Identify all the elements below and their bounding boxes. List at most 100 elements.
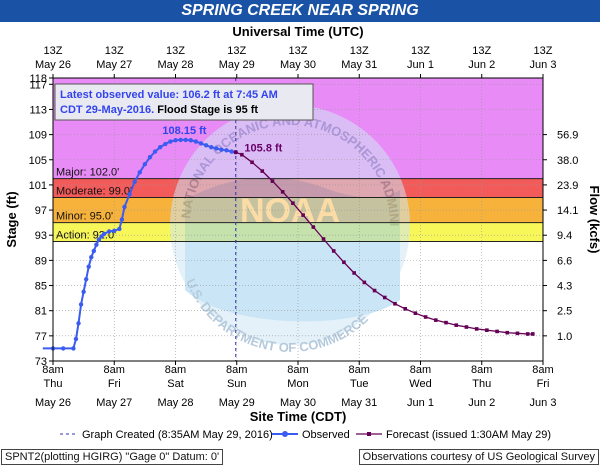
- top-tick-time: 13Z: [105, 45, 124, 57]
- observed-point: [198, 141, 204, 146]
- forecast-point: [530, 332, 535, 336]
- forecast-point: [495, 329, 499, 334]
- band-label-major: Major: 102.0': [56, 167, 119, 179]
- forecast-point: [321, 237, 326, 241]
- watermark-center-text: NOAA: [240, 192, 340, 230]
- observed-point: [122, 204, 127, 210]
- bottom-tick-date: May 30: [280, 397, 316, 409]
- bottom-tick-time: 8am: [287, 364, 308, 376]
- observed-point: [86, 264, 91, 269]
- latest-observed-line2: CDT 29-May-2016. Flood Stage is 95 ft: [60, 104, 258, 116]
- noaa-logo-wave: [185, 177, 400, 322]
- forecast-point: [372, 288, 377, 293]
- forecast-point: [393, 301, 397, 306]
- y-tick-label: 105: [29, 155, 47, 167]
- forecast-point: [270, 179, 275, 183]
- observed-point: [203, 143, 209, 148]
- bottom-tick-date: Jun 1: [407, 397, 434, 409]
- observed-point: [152, 149, 158, 154]
- top-tick-date: May 30: [280, 59, 316, 71]
- forecast-point: [240, 152, 244, 157]
- forecast-point: [413, 311, 418, 316]
- observed-point: [81, 289, 86, 295]
- top-tick-time: 13Z: [166, 45, 185, 57]
- bottom-tick-time: 8am: [104, 364, 125, 376]
- top-tick-date: May 28: [157, 59, 193, 71]
- latest-observed-date: CDT 29-May-2016.: [60, 104, 157, 116]
- observed-point: [178, 137, 183, 143]
- observed-point: [132, 179, 137, 184]
- bottom-tick-day: Mon: [287, 378, 308, 390]
- top-tick-date: May 26: [35, 59, 71, 71]
- observed-point: [142, 161, 148, 167]
- observed-point: [71, 346, 76, 351]
- forecast-point: [444, 320, 448, 325]
- bottom-tick-date: May 26: [35, 397, 71, 409]
- flow-tick-label: 6.6: [557, 255, 572, 267]
- peak-annotation: 108.15 ft: [162, 125, 206, 137]
- top-tick-date: May 29: [219, 59, 255, 71]
- chart-annotations: 108.15 ft 105.8 ft: [162, 125, 282, 155]
- flow-tick-label: 23.9: [557, 180, 578, 192]
- flow-tick-label: 14.1: [557, 205, 578, 217]
- hydrograph-chart: NATIONAL OCEANIC AND ATMOSPHERIC ADMINIS…: [0, 0, 600, 441]
- forecast-point: [423, 315, 428, 319]
- bottom-tick-day: Thu: [472, 378, 491, 390]
- flow-tick-label: 9.4: [557, 230, 572, 242]
- chart-legend: Graph Created (8:35AM May 29, 2016) Obser…: [60, 429, 551, 441]
- info-box-bg: [54, 83, 314, 121]
- observed-point: [188, 138, 194, 143]
- forecast-point: [280, 190, 285, 194]
- bottom-tick-day: Wed: [409, 378, 431, 390]
- legend-observed: Observed: [302, 429, 350, 441]
- y-tick-label: 73: [35, 356, 47, 368]
- forecast-point: [260, 169, 265, 173]
- flow-tick-label: 1.0: [557, 331, 572, 343]
- bottom-tick-date: Jun 2: [468, 397, 495, 409]
- observed-point: [101, 231, 107, 237]
- flow-tick-label: 2.5: [557, 306, 572, 318]
- forecast-series: [233, 150, 535, 336]
- observed-point: [127, 192, 132, 197]
- y-tick-label: 77: [35, 331, 47, 343]
- flow-tick-label: 56.9: [557, 130, 578, 142]
- forecast-point: [525, 332, 530, 336]
- legend-graph-created: Graph Created (8:35AM May 29, 2016): [82, 429, 273, 441]
- footer: SPNT2(plotting HGIRG) "Gage 0" Datum: 0'…: [0, 447, 600, 465]
- observed-point: [94, 242, 99, 247]
- y2-axis-label: Flow (kcfs): [587, 186, 600, 254]
- observed-point: [112, 228, 117, 234]
- band-label-minor: Minor: 95.0': [56, 211, 113, 223]
- top-tick-time: 13Z: [289, 45, 308, 57]
- observed-point: [163, 141, 168, 147]
- y-tick-label: 93: [35, 230, 47, 242]
- forecast-point: [342, 260, 346, 265]
- footer-datum: SPNT2(plotting HGIRG) "Gage 0" Datum: 0': [1, 449, 224, 465]
- bottom-tick-day: Sat: [167, 378, 184, 390]
- observed-point: [183, 137, 188, 143]
- series-layer: [42, 78, 535, 361]
- bottom-tick-time: 8am: [471, 364, 492, 376]
- y-tick-label: 81: [35, 306, 47, 318]
- bottom-tick-day: Fri: [108, 378, 121, 390]
- bottom-tick-time: 8am: [42, 364, 63, 376]
- x-axis-label: Site Time (CDT): [250, 409, 347, 424]
- top-tick-date: Jun 2: [468, 59, 495, 71]
- forecast-point: [233, 150, 238, 155]
- top-tick-date: May 27: [96, 59, 132, 71]
- bottom-tick-date: May 27: [96, 397, 132, 409]
- flow-tick-label: 38.0: [557, 155, 578, 167]
- top-tick-time: 13Z: [472, 45, 491, 57]
- chart-title: SPRING CREEK NEAR SPRING: [0, 0, 600, 22]
- bottom-tick-time: 8am: [532, 364, 553, 376]
- top-tick-date: Jun 3: [530, 59, 557, 71]
- y-tick-label: 97: [35, 205, 47, 217]
- forecast-point: [250, 160, 254, 165]
- bottom-tick-date: May 29: [219, 397, 255, 409]
- bottom-tick-day: Thu: [44, 378, 63, 390]
- forecast-point: [454, 323, 459, 327]
- top-tick-time: 13Z: [534, 45, 553, 57]
- observed-point: [83, 277, 89, 282]
- forecast-point: [403, 307, 407, 311]
